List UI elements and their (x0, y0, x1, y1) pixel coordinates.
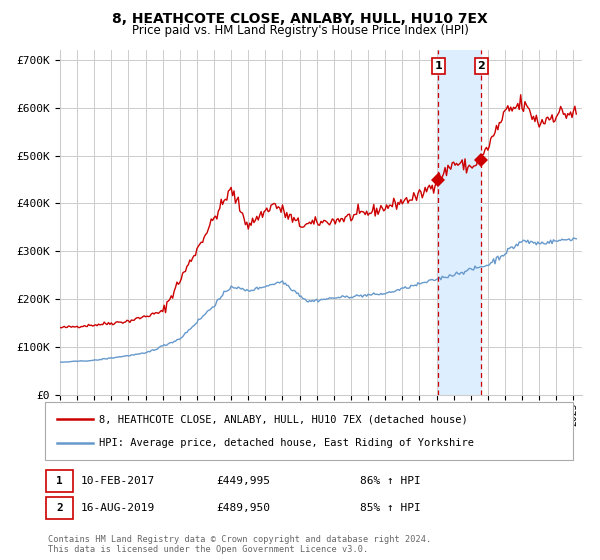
Bar (439, 50, 481, 395)
Text: 16-AUG-2019: 16-AUG-2019 (81, 503, 155, 512)
Text: 8, HEATHCOTE CLOSE, ANLABY, HULL, HU10 7EX: 8, HEATHCOTE CLOSE, ANLABY, HULL, HU10 7… (112, 12, 488, 26)
Text: 2: 2 (478, 61, 485, 71)
Text: Contains HM Land Registry data © Crown copyright and database right 2024.
This d: Contains HM Land Registry data © Crown c… (48, 535, 431, 554)
Text: 86% ↑ HPI: 86% ↑ HPI (360, 476, 421, 486)
Text: 1: 1 (56, 476, 63, 486)
Text: £449,995: £449,995 (216, 476, 270, 486)
Text: 10-FEB-2017: 10-FEB-2017 (81, 476, 155, 486)
Text: Price paid vs. HM Land Registry's House Price Index (HPI): Price paid vs. HM Land Registry's House … (131, 24, 469, 36)
Text: 8, HEATHCOTE CLOSE, ANLABY, HULL, HU10 7EX (detached house): 8, HEATHCOTE CLOSE, ANLABY, HULL, HU10 7… (99, 414, 468, 424)
Text: 2: 2 (56, 503, 63, 512)
Text: 1: 1 (434, 61, 442, 71)
Text: HPI: Average price, detached house, East Riding of Yorkshire: HPI: Average price, detached house, East… (99, 437, 474, 447)
Text: £489,950: £489,950 (216, 503, 270, 512)
Text: 85% ↑ HPI: 85% ↑ HPI (360, 503, 421, 512)
